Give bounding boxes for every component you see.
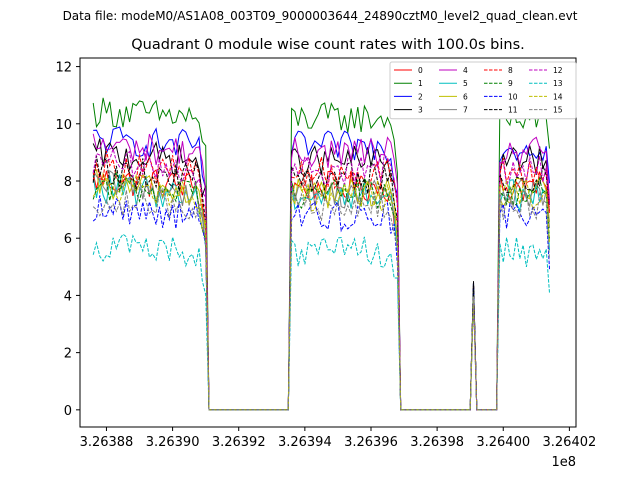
x-tick-label: 3.26392 bbox=[212, 435, 266, 450]
legend-label-12: 12 bbox=[553, 66, 563, 75]
y-tick-label: 12 bbox=[55, 61, 72, 76]
x-tick-label: 3.26388 bbox=[80, 435, 134, 450]
x-tick-label: 3.26390 bbox=[146, 435, 200, 450]
axes-frame bbox=[79, 57, 577, 428]
x-offset-label: 1e8 bbox=[551, 455, 576, 470]
legend-label-5: 5 bbox=[463, 79, 468, 88]
x-tick-label: 3.26400 bbox=[476, 435, 530, 450]
legend-label-11: 11 bbox=[508, 106, 518, 115]
y-tick-label: 0 bbox=[64, 404, 72, 419]
legend-label-9: 9 bbox=[508, 79, 513, 88]
x-axis: 3.26388 3.26390 3.26392 3.26394 3.26396 3.263… bbox=[80, 427, 597, 450]
legend-box bbox=[389, 61, 577, 120]
x-tick-label: 3.26402 bbox=[543, 435, 597, 450]
legend-label-2: 2 bbox=[418, 92, 423, 101]
legend-label-3: 3 bbox=[418, 106, 423, 115]
legend-label-7: 7 bbox=[463, 106, 468, 115]
legend-label-4: 4 bbox=[463, 66, 468, 75]
legend-label-8: 8 bbox=[508, 66, 513, 75]
series-line-15 bbox=[92, 186, 550, 411]
x-tick-label: 3.26396 bbox=[344, 435, 398, 450]
y-axis: 0 2 4 6 8 10 12 bbox=[55, 61, 80, 419]
series-line-11 bbox=[92, 155, 550, 411]
x-tick-label: 3.26394 bbox=[278, 435, 332, 450]
legend-label-0: 0 bbox=[418, 66, 423, 75]
y-tick-label: 10 bbox=[55, 118, 72, 133]
series-line-12 bbox=[92, 147, 550, 411]
figure-suptitle: Data file: modeM0/AS1A08_003T09_90000036… bbox=[63, 9, 578, 23]
y-tick-label: 6 bbox=[64, 232, 72, 247]
x-tick-label: 3.26398 bbox=[410, 435, 464, 450]
legend-label-1: 1 bbox=[418, 79, 423, 88]
legend-label-10: 10 bbox=[508, 92, 518, 101]
y-tick-label: 4 bbox=[64, 289, 72, 304]
y-tick-label: 2 bbox=[64, 347, 72, 362]
y-tick-label: 8 bbox=[64, 175, 72, 190]
legend-label-15: 15 bbox=[553, 106, 563, 115]
chart-title: Quadrant 0 module wise count rates with … bbox=[131, 37, 525, 53]
legend-label-14: 14 bbox=[553, 92, 563, 101]
plot-area bbox=[80, 58, 576, 427]
legend-label-6: 6 bbox=[463, 92, 468, 101]
legend-label-13: 13 bbox=[553, 79, 563, 88]
series-layer bbox=[92, 97, 550, 411]
